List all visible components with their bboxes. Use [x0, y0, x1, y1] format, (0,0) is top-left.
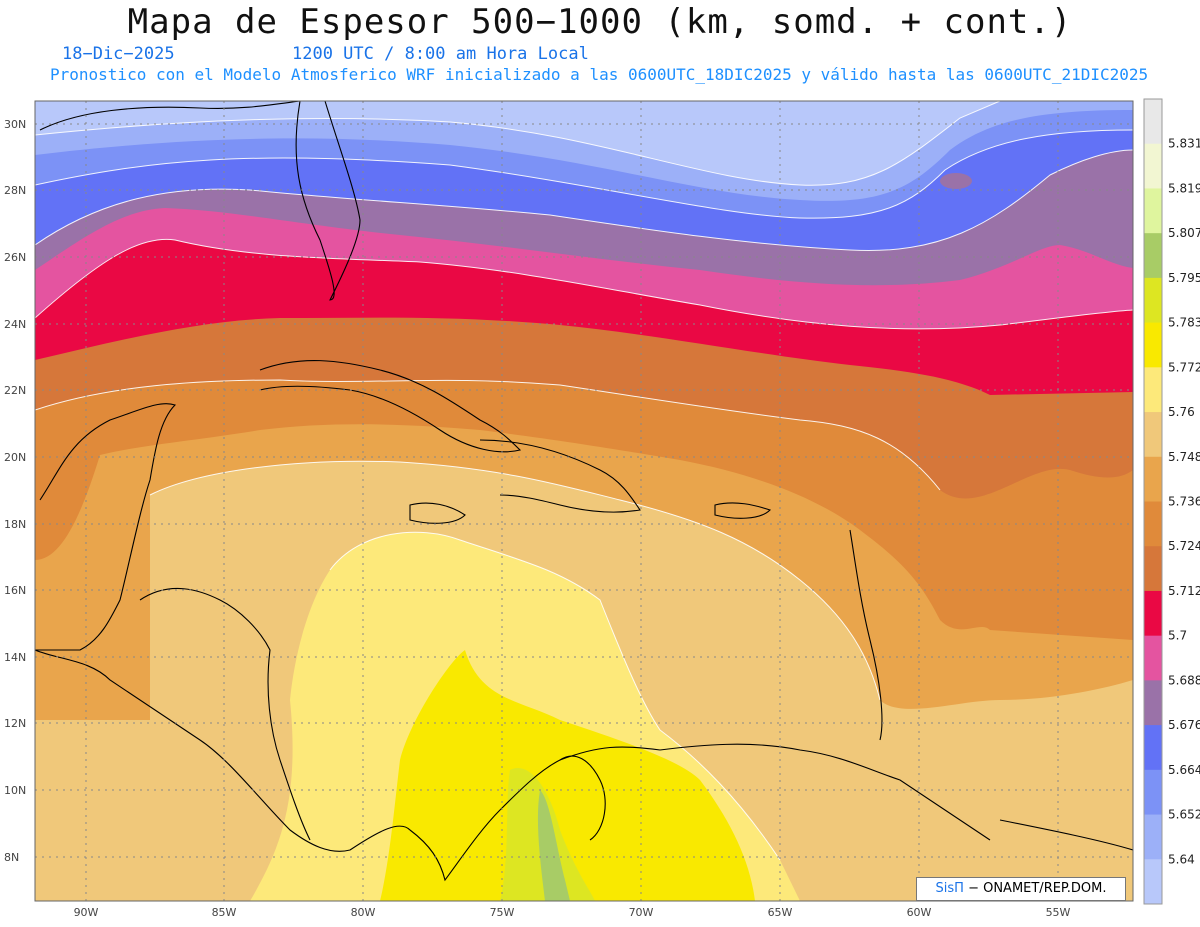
- colorbar-label: 5.783: [1168, 316, 1200, 330]
- colorbar-swatch: [1144, 635, 1162, 681]
- credit-text: − ONAMET/REP.DOM.: [968, 881, 1107, 896]
- colorbar-label: 5.772: [1168, 360, 1200, 374]
- credit-box: SisΠ − ONAMET/REP.DOM.: [916, 877, 1126, 901]
- colorbar-swatch: [1144, 859, 1162, 905]
- longitude-labels: 90W 85W 80W 75W 70W 65W 60W 55W: [74, 906, 1071, 919]
- colorbar-label: 5.724: [1168, 539, 1200, 553]
- colorbar-label: 5.819: [1168, 181, 1200, 195]
- colorbar-label: 5.64: [1168, 852, 1195, 866]
- lat-label-28n: 28N: [4, 184, 26, 197]
- lon-label-90w: 90W: [74, 906, 99, 919]
- colorbar-label: 5.676: [1168, 718, 1200, 732]
- forecast-description: Pronostico con el Modelo Atmosferico WRF…: [50, 65, 1149, 84]
- colorbar-label: 5.688: [1168, 673, 1200, 687]
- lon-label-85w: 85W: [212, 906, 237, 919]
- colorbar-swatch: [1144, 814, 1162, 860]
- colorbar-swatch: [1144, 725, 1162, 771]
- colorbar-swatch: [1144, 233, 1162, 279]
- colorbar-frame: [1143, 98, 1163, 905]
- colorbar-swatch: [1144, 277, 1162, 324]
- colorbar-swatch: [1144, 143, 1162, 189]
- lat-label-22n: 22N: [4, 384, 26, 397]
- colorbar-swatch: [1144, 367, 1162, 413]
- colorbar-swatch: [1144, 456, 1162, 502]
- colorbar: 5.831 5.819 5.807 5.795 5.783 5.772 5.76 5.748 5…: [1143, 98, 1200, 905]
- colorbar-label: 5.76: [1168, 405, 1195, 419]
- colorbar-label: 5.807: [1168, 226, 1200, 240]
- forecast-time: 1200 UTC / 8:00 am Hora Local: [292, 44, 589, 64]
- colorbar-swatch: [1144, 188, 1162, 234]
- colorbar-swatch: [1144, 412, 1162, 458]
- colorbar-swatch: [1144, 501, 1162, 547]
- colorbar-swatch: [1144, 590, 1162, 637]
- coastlines: [35, 101, 1133, 882]
- map-frame: [34, 100, 1134, 902]
- colorbar-swatch: [1144, 546, 1162, 592]
- lat-label-26n: 26N: [4, 251, 26, 264]
- colorbar-label: 5.7: [1168, 629, 1187, 643]
- lat-lon-grid: [35, 101, 1133, 901]
- colorbar-label: 5.795: [1168, 271, 1200, 285]
- colorbar-label: 5.748: [1168, 450, 1200, 464]
- lat-label-24n: 24N: [4, 318, 26, 331]
- lat-label-8n: 8N: [4, 851, 19, 864]
- lon-label-60w: 60W: [907, 906, 932, 919]
- colorbar-label: 5.652: [1168, 808, 1200, 822]
- lon-label-55w: 55W: [1046, 906, 1071, 919]
- map-title: Mapa de Espesor 500−1000 (km, somd. + co…: [127, 2, 1073, 42]
- lat-label-16n: 16N: [4, 584, 26, 597]
- lat-label-18n: 18N: [4, 518, 26, 531]
- colorbar-label: 5.712: [1168, 584, 1200, 598]
- lon-label-70w: 70W: [629, 906, 654, 919]
- colorbar-swatch: [1144, 680, 1162, 726]
- colorbar-swatch: [1144, 99, 1162, 145]
- sispi-logo: SisΠ: [935, 881, 964, 896]
- colorbar-label: 5.736: [1168, 495, 1200, 509]
- lat-label-20n: 20N: [4, 451, 26, 464]
- lon-label-75w: 75W: [490, 906, 515, 919]
- colorbar-swatch: [1144, 322, 1162, 368]
- colorbar-label: 5.831: [1168, 137, 1200, 151]
- lon-label-80w: 80W: [351, 906, 376, 919]
- lat-label-12n: 12N: [4, 717, 26, 730]
- forecast-date: 18−Dic−2025: [62, 44, 175, 64]
- colorbar-swatch: [1144, 769, 1162, 816]
- latitude-labels: 30N 28N 26N 24N 22N 20N 18N 16N 14N 12N …: [4, 118, 26, 864]
- lon-label-65w: 65W: [768, 906, 793, 919]
- lat-label-30n: 30N: [4, 118, 26, 131]
- colorbar-label: 5.664: [1168, 763, 1200, 777]
- lat-label-10n: 10N: [4, 784, 26, 797]
- shaded-thickness-field: [35, 101, 1133, 901]
- lat-label-14n: 14N: [4, 651, 26, 664]
- thickness-contours: [35, 101, 1133, 861]
